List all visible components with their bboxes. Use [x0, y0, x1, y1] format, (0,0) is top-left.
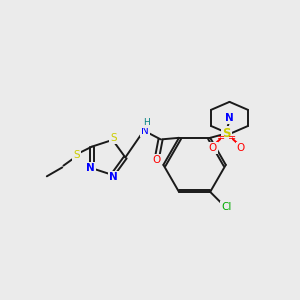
Text: N: N — [86, 163, 95, 173]
Text: O: O — [237, 143, 245, 153]
Text: S: S — [110, 133, 117, 143]
Text: =: = — [228, 133, 236, 143]
Text: N: N — [141, 126, 149, 136]
Text: S: S — [73, 150, 80, 160]
Text: N: N — [225, 113, 234, 123]
Text: S: S — [222, 127, 231, 140]
Text: O: O — [153, 155, 161, 165]
Text: O: O — [208, 143, 216, 153]
Text: N: N — [109, 172, 118, 182]
Text: Cl: Cl — [222, 202, 232, 212]
Text: H: H — [143, 118, 150, 127]
Text: =: = — [217, 133, 225, 143]
